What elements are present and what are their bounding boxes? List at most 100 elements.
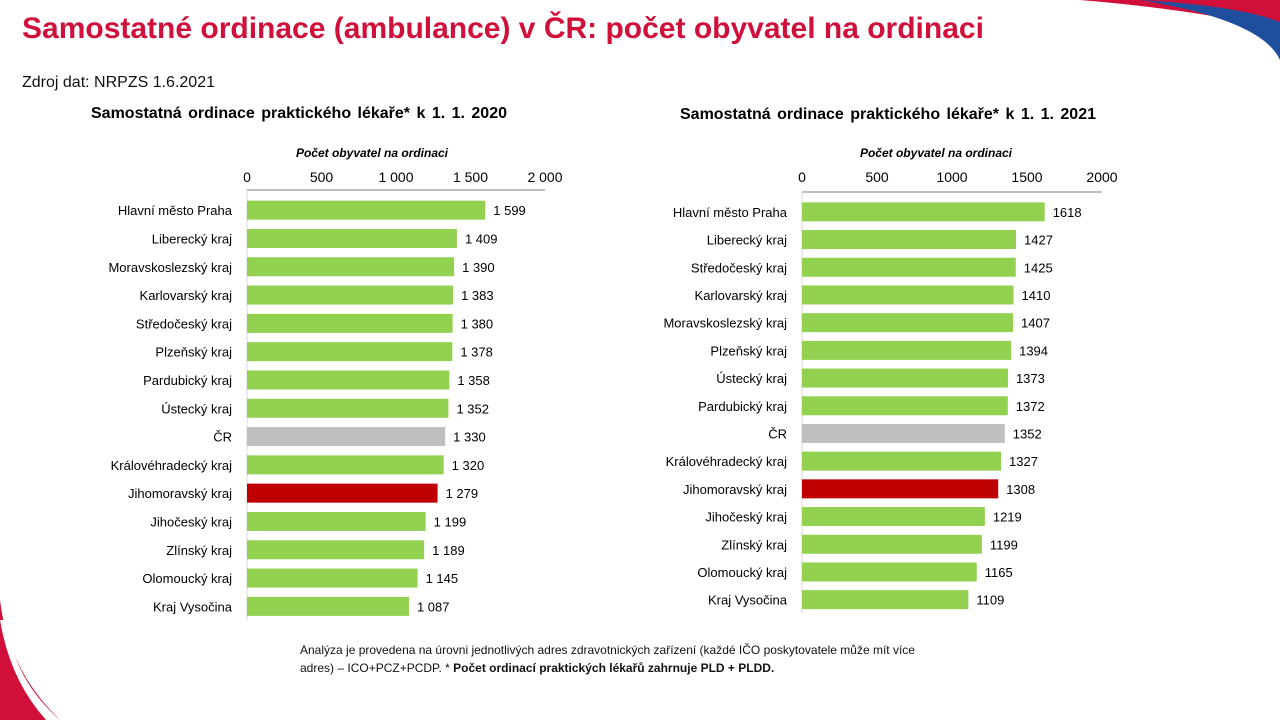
bar [802,285,1014,305]
data-label: 1 383 [461,288,494,303]
swoosh-red-bottom [0,600,60,720]
bar-chart-2020: Počet obyvatel na ordinaci 0 500 1 000 1 500… [108,146,563,621]
category-label: Jihočeský kraj [705,510,787,525]
category-label: Liberecký kraj [152,231,232,246]
category-label: Středočeský kraj [691,260,787,275]
bar [247,427,446,447]
x-tick-label: 0 [798,169,806,185]
x-tick-label: 1 000 [378,169,413,185]
bar [802,534,982,554]
category-label: Královéhradecký kraj [666,454,787,469]
footer-swoosh-decoration [0,600,60,720]
category-label: Jihomoravský kraj [128,486,232,501]
data-label: 1618 [1053,205,1082,220]
x-tick-label: 500 [865,169,889,185]
data-label: 1 358 [457,373,490,388]
data-label: 1308 [1006,482,1035,497]
category-label: Ústecký kraj [161,401,232,416]
bar [802,423,1005,443]
bar [247,342,453,362]
footnote-text: Analýza je provedena na úrovni jednotliv… [300,643,915,675]
x-axis-label: Počet obyvatel na ordinaci [860,146,1013,160]
data-label: 1 390 [462,260,495,275]
bar [247,285,454,305]
bar [247,568,418,588]
x-tick-label: 1000 [936,169,967,185]
category-label: Královéhradecký kraj [111,458,232,473]
data-label: 1 378 [460,345,493,360]
data-label: 1327 [1009,454,1038,469]
chart-title-2020: Samostatná ordinace praktického lékaře* … [91,105,507,122]
category-label: Olomoucký kraj [697,565,787,580]
category-label: Moravskoslezský kraj [108,260,232,275]
category-label: ČR [213,430,232,445]
category-label: Kraj Vysočina [708,593,788,608]
data-label: 1373 [1016,371,1045,386]
data-label: 1407 [1021,316,1050,331]
x-tick-label: 500 [310,169,334,185]
swoosh-blue [1140,0,1280,60]
data-label: 1 330 [453,430,486,445]
bar [802,230,1017,250]
swoosh-red [1080,0,1280,30]
data-label: 1165 [985,565,1013,580]
bar [802,479,999,499]
bar [247,398,449,418]
data-label: 1 380 [461,316,494,331]
category-label: Středočeský kraj [136,316,232,331]
data-label: 1 320 [452,458,485,473]
x-tick-label: 2000 [1086,169,1117,185]
footnote: Analýza je provedena na úrovni jednotliv… [300,641,940,677]
category-label: Plzeňský kraj [155,345,232,360]
bar [247,511,426,531]
chart-title-2021: Samostatná ordinace praktického lékaře* … [680,106,1096,123]
bar [802,507,985,527]
category-label: Jihomoravský kraj [683,482,787,497]
bar [247,313,453,333]
bar [802,396,1008,416]
bar [247,228,457,248]
category-label: Jihočeský kraj [150,514,232,529]
bar [802,451,1002,471]
header-swoosh-decoration [1080,0,1280,60]
bar [802,202,1045,222]
bar [247,370,450,390]
data-label: 1 145 [426,571,459,586]
category-label: Kraj Vysočina [153,599,233,614]
data-source: Zdroj dat: NRPZS 1.6.2021 [22,74,215,91]
category-label: Karlovarský kraj [695,288,788,303]
bar [802,590,969,610]
bar [802,340,1012,360]
category-label: Moravskoslezský kraj [663,316,787,331]
data-label: 1109 [976,593,1004,608]
data-label: 1 409 [465,231,498,246]
category-label: Pardubický kraj [143,373,232,388]
category-label: Karlovarský kraj [140,288,233,303]
category-label: Pardubický kraj [698,399,787,414]
swoosh-white-cut [0,620,60,720]
bar [247,200,486,220]
category-label: Zlínský kraj [166,543,232,558]
bar [247,257,455,277]
x-tick-label: 1500 [1011,169,1042,185]
category-label: Olomoucký kraj [142,571,232,586]
x-axis-label: Počet obyvatel na ordinaci [296,146,449,160]
bar [247,483,438,503]
category-label: Plzeňský kraj [710,343,787,358]
data-label: 1219 [993,510,1022,525]
category-label: Ústecký kraj [716,371,787,386]
data-label: 1372 [1016,399,1045,414]
category-label: Hlavní město Praha [673,205,788,220]
data-label: 1 599 [493,203,526,218]
category-label: ČR [768,426,787,441]
bar [247,455,444,475]
data-label: 1410 [1022,288,1051,303]
category-label: Hlavní město Praha [118,203,233,218]
category-label: Zlínský kraj [721,537,787,552]
data-label: 1199 [990,537,1018,552]
bar [247,540,425,560]
data-label: 1352 [1013,426,1042,441]
page-title: Samostatné ordinace (ambulance) v ČR: po… [22,12,984,45]
data-label: 1 189 [432,543,465,558]
x-tick-label: 0 [243,169,251,185]
